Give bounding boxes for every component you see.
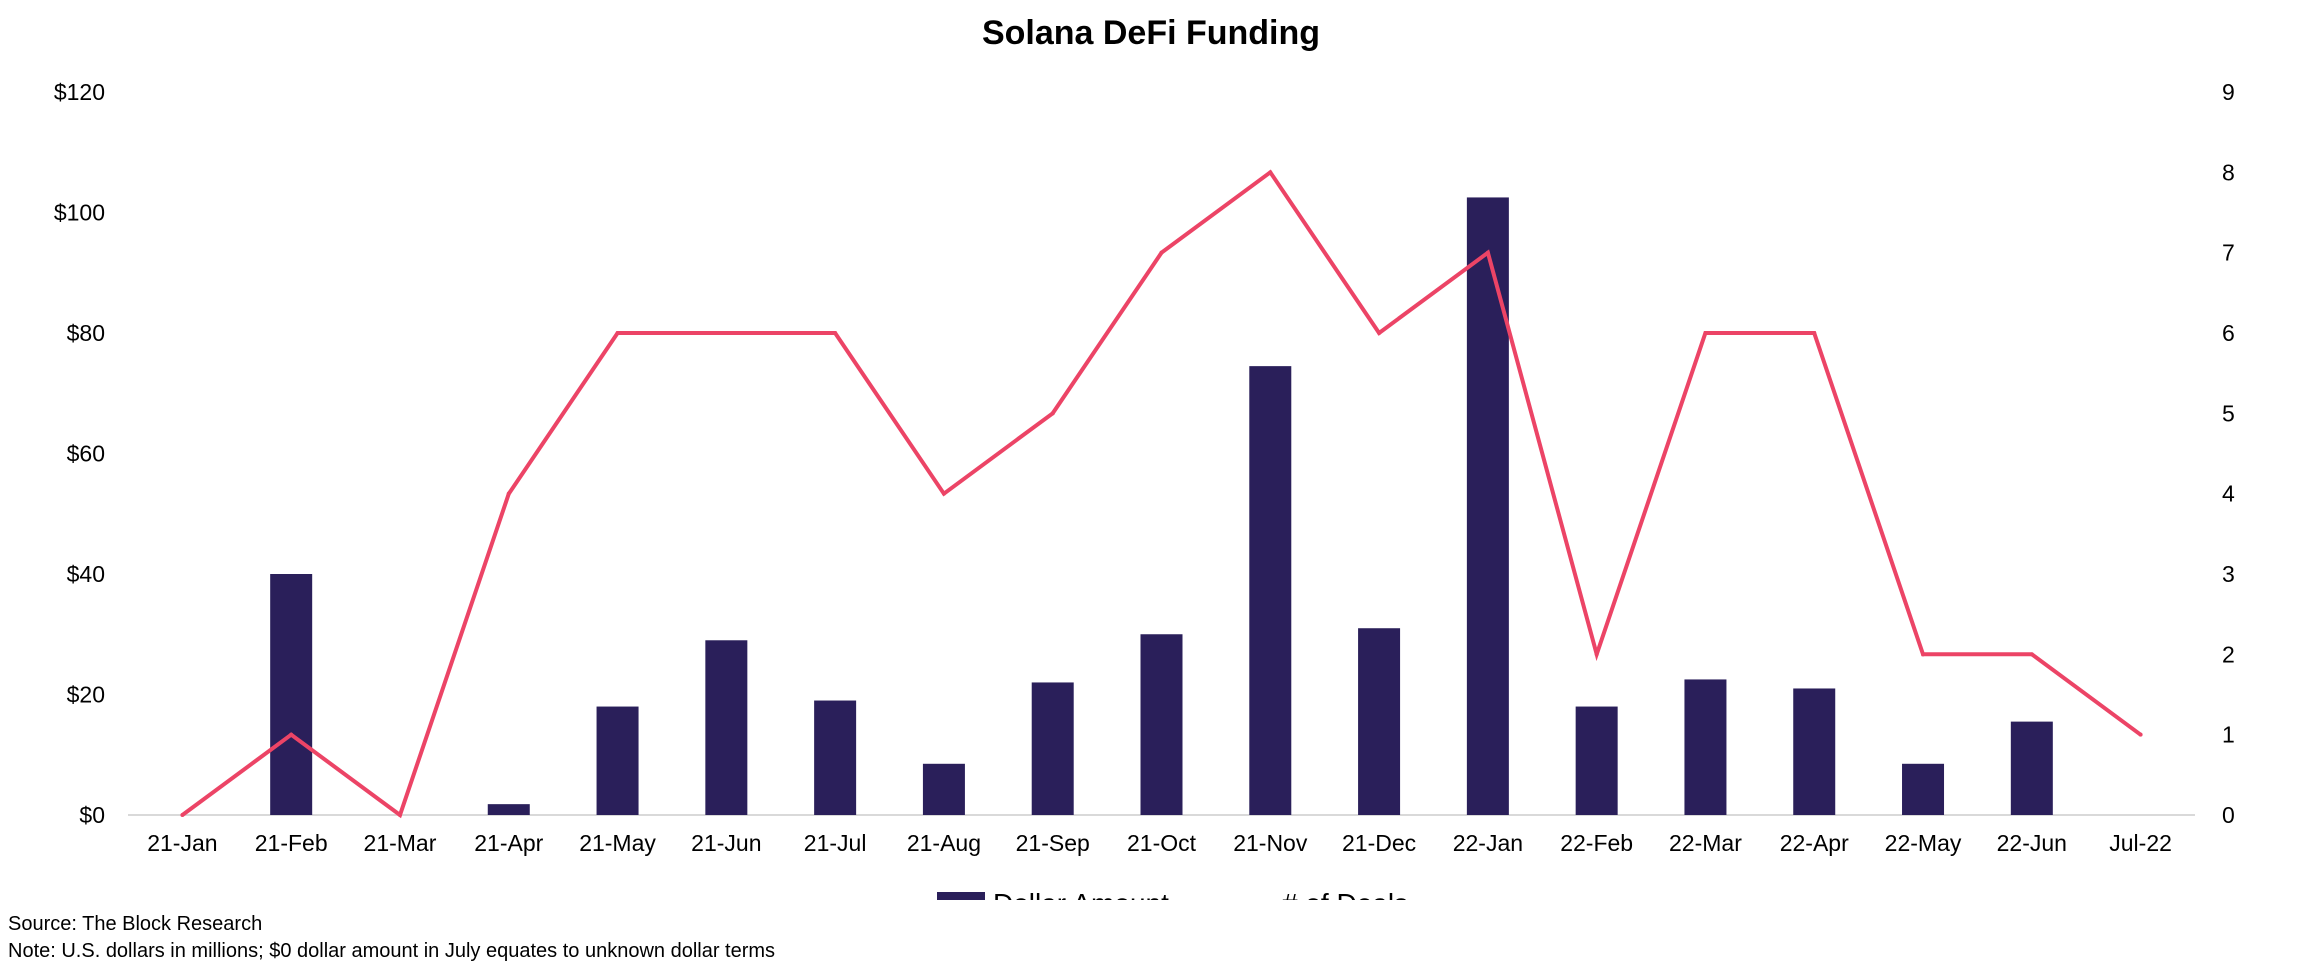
right-y-tick-label: 4 <box>2222 481 2235 507</box>
x-tick-label: 21-Jun <box>691 830 761 856</box>
chart-title: Solana DeFi Funding <box>982 14 1320 52</box>
bar-21-oct <box>1140 634 1183 815</box>
deals-point-21-sep <box>1050 411 1055 416</box>
left-y-tick-label: $60 <box>67 441 105 467</box>
left-y-tick-label: $0 <box>79 802 105 828</box>
left-y-axis: $0 $20 $40 $60 $80 $100 $120 <box>54 79 105 828</box>
x-tick-label: 21-Jul <box>804 830 867 856</box>
legend: Dollar Amount # of Deals <box>937 888 1408 900</box>
x-tick-label: 22-Feb <box>1560 830 1633 856</box>
chart: Solana DeFi Funding $0 $20 $40 $60 $80 $100 $1… <box>54 14 2235 900</box>
right-y-tick-label: 8 <box>2222 159 2235 185</box>
deals-point-21-dec <box>1377 331 1382 335</box>
deals-point-22-jun <box>2029 652 2034 657</box>
footnote: Note: U.S. dollars in millions; $0 dolla… <box>8 940 776 962</box>
deals-point-22-jan <box>1485 250 1490 255</box>
bar-22-jan <box>1466 197 1509 815</box>
legend-label-dollar-amount: Dollar Amount <box>993 888 1169 900</box>
bar-22-mar <box>1684 679 1727 815</box>
line-series-deals <box>180 169 2143 819</box>
deals-point-22-feb <box>1594 652 1599 657</box>
right-y-tick-label: 5 <box>2222 400 2235 426</box>
deals-point-21-jul <box>833 331 838 335</box>
right-y-tick-label: 9 <box>2222 79 2235 105</box>
left-y-tick-label: $80 <box>67 320 105 346</box>
right-y-tick-label: 0 <box>2222 802 2235 828</box>
bar-21-nov <box>1249 366 1292 815</box>
x-tick-label: 21-Oct <box>1127 830 1197 856</box>
bar-22-jun <box>2010 721 2053 815</box>
bar-22-feb <box>1575 706 1618 815</box>
x-tick-label: 22-May <box>1885 830 1962 856</box>
bar-21-feb <box>270 574 313 815</box>
source-note: Source: The Block Research <box>8 913 263 935</box>
x-tick-label: 21-Feb <box>255 830 328 856</box>
right-y-tick-label: 6 <box>2222 320 2235 346</box>
deals-point-22-apr <box>1812 331 1817 335</box>
right-y-tick-label: 7 <box>2222 240 2235 266</box>
x-tick-label: 21-Sep <box>1016 830 1090 856</box>
bar-21-apr <box>487 804 530 815</box>
right-y-tick-label: 3 <box>2222 561 2235 587</box>
bar-21-aug <box>922 763 965 815</box>
x-tick-label: 21-Jan <box>147 830 217 856</box>
x-tick-label: 22-Apr <box>1780 830 1849 856</box>
bar-22-may <box>1902 763 1945 815</box>
x-tick-label: 21-Dec <box>1342 830 1416 856</box>
bar-22-apr <box>1793 688 1836 815</box>
bar-21-may <box>596 706 639 815</box>
x-tick-label: 21-May <box>579 830 656 856</box>
deals-point-21-mar <box>397 813 402 817</box>
deals-point-22-mar <box>1703 331 1708 335</box>
deals-point-21-oct <box>1159 250 1164 255</box>
deals-point-21-nov <box>1268 170 1273 175</box>
x-tick-label: 22-Jun <box>1997 830 2067 856</box>
bar-21-dec <box>1358 628 1401 815</box>
bar-21-sep <box>1031 682 1074 815</box>
x-tick-label: 22-Jan <box>1453 830 1523 856</box>
deals-point-21-jun <box>724 331 729 335</box>
x-tick-label: 21-Mar <box>364 830 437 856</box>
bar-21-jun <box>705 640 748 815</box>
deals-point-22-may <box>1921 652 1926 657</box>
x-tick-label: 22-Mar <box>1669 830 1742 856</box>
right-y-tick-label: 2 <box>2222 641 2235 667</box>
x-axis: 21-Jan 21-Feb 21-Mar 21-Apr 21-May 21-Jun 21-J… <box>147 830 2172 856</box>
legend-label-deals: # of Deals <box>1282 888 1408 900</box>
deals-point-21-apr <box>506 491 511 496</box>
deals-point-21-may <box>615 331 620 335</box>
bar-21-jul <box>814 700 857 815</box>
right-y-axis: 0 1 2 3 4 5 6 7 8 9 <box>2222 79 2235 828</box>
left-y-tick-label: $40 <box>67 561 105 587</box>
bar-series-dollar-amount <box>270 197 2053 815</box>
deals-point-21-feb <box>289 732 294 737</box>
x-tick-label: 21-Apr <box>474 830 543 856</box>
left-y-tick-label: $100 <box>54 200 105 226</box>
x-tick-label: 21-Nov <box>1233 830 1308 856</box>
legend-swatch-dollar-amount <box>937 892 985 900</box>
x-tick-label: Jul-22 <box>2109 830 2172 856</box>
right-y-tick-label: 1 <box>2222 722 2235 748</box>
deals-point-21-jan <box>180 813 185 817</box>
left-y-tick-label: $20 <box>67 682 105 708</box>
deals-point-jul-22 <box>2138 732 2143 737</box>
left-y-tick-label: $120 <box>54 79 105 105</box>
deals-point-21-aug <box>941 491 946 496</box>
x-tick-label: 21-Aug <box>907 830 981 856</box>
